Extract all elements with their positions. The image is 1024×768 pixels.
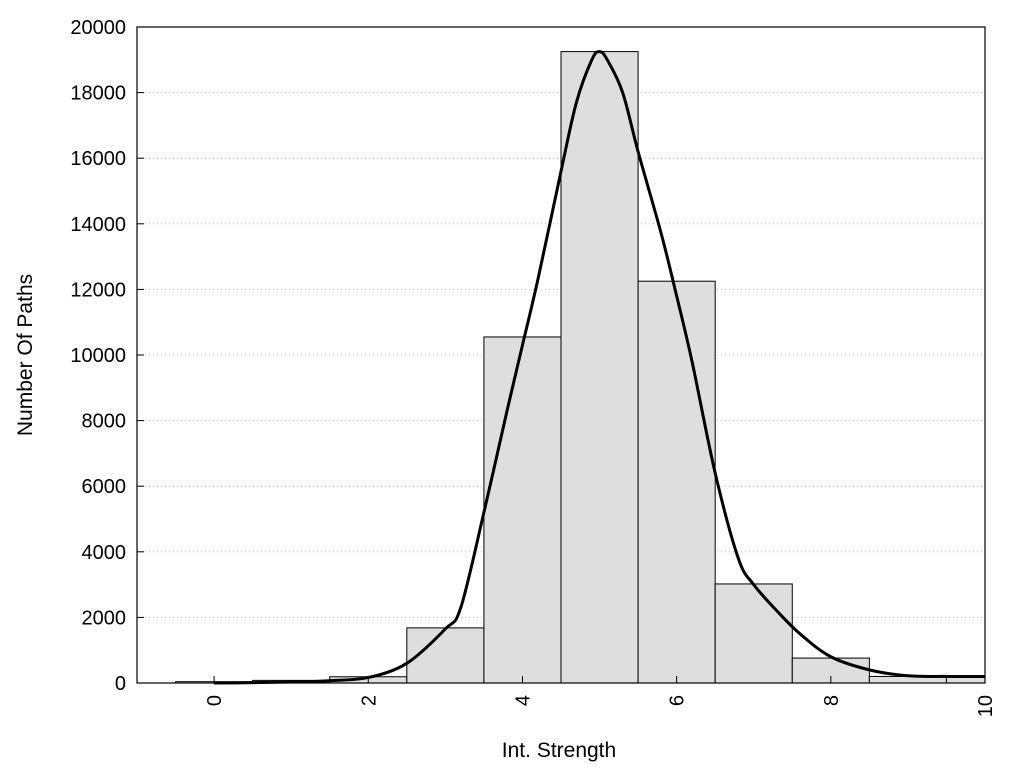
fit-curve-line <box>214 50 986 685</box>
y-tick-label: 8000 <box>82 411 127 433</box>
axis-ticks: 0 2000 4000 6000 8000 10000 12000 14000 16000 180… <box>70 17 997 717</box>
y-tick-label: 14000 <box>70 214 126 236</box>
y-tick-label: 20000 <box>70 17 126 39</box>
y-axis-label: Number Of Paths <box>14 274 37 436</box>
x-axis-label: Int. Strength <box>502 739 616 762</box>
x-tick-label: 0 <box>204 695 226 706</box>
bars <box>175 51 986 684</box>
x-tick-label: 2 <box>358 695 380 706</box>
y-tick-label: 12000 <box>70 279 126 301</box>
x-tick-label: 6 <box>667 695 689 706</box>
histogram-bar <box>560 51 639 684</box>
y-tick-label: 2000 <box>82 607 127 629</box>
x-tick-label: 10 <box>975 695 997 717</box>
histogram-bar <box>714 583 793 684</box>
histogram-bar <box>637 280 716 684</box>
y-tick-label: 18000 <box>70 83 126 105</box>
y-tick-label: 10000 <box>70 345 126 367</box>
x-tick-label: 8 <box>821 695 843 706</box>
x-tick-label: 4 <box>512 695 534 706</box>
y-tick-label: 4000 <box>82 542 127 564</box>
y-tick-label: 0 <box>115 673 126 695</box>
y-tick-label: 16000 <box>70 148 126 170</box>
y-tick-label: 6000 <box>82 476 127 498</box>
histogram-bar <box>483 336 562 684</box>
fit-curve <box>214 50 986 685</box>
